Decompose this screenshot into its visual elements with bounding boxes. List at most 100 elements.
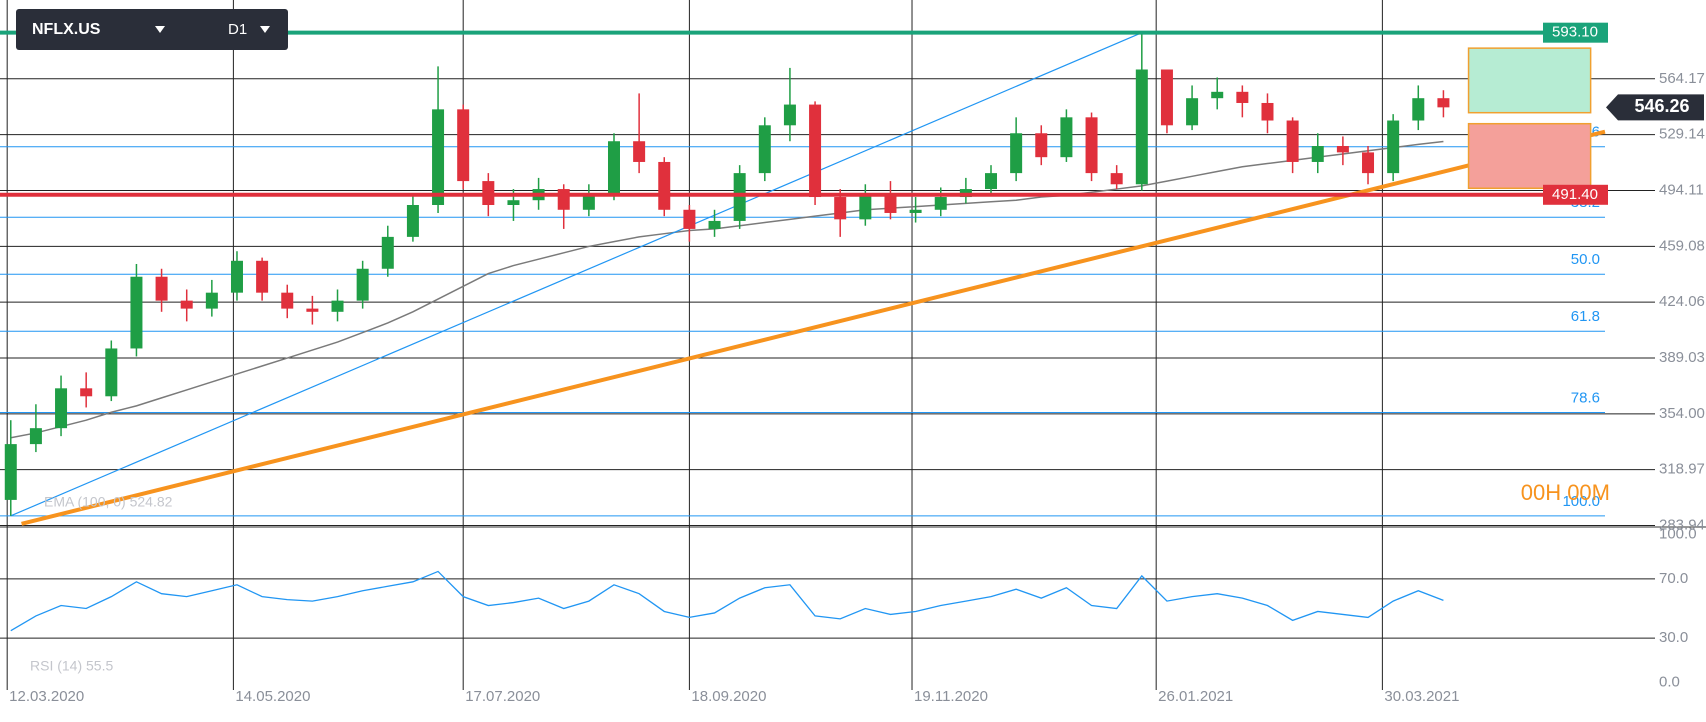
symbol-panel — [16, 9, 288, 50]
candle-body — [281, 292, 294, 309]
candle-body — [130, 276, 143, 349]
candle-body — [1336, 146, 1349, 153]
trendline — [10, 32, 1143, 517]
candle-body — [507, 200, 520, 205]
candle-body — [406, 204, 419, 237]
candle-body — [205, 292, 218, 309]
x-tick-label: 17.07.2020 — [465, 688, 540, 705]
candle-body — [1186, 98, 1199, 126]
x-tick-label: 30.03.2021 — [1384, 688, 1459, 705]
candle-body — [256, 260, 269, 293]
candle-body — [1311, 146, 1324, 162]
candle-body — [683, 209, 696, 229]
fib-label: 61.8 — [1571, 308, 1600, 325]
candle-body — [633, 141, 646, 162]
candle-body — [1437, 98, 1450, 108]
candle-body — [230, 260, 243, 293]
rsi-tick-label: 70.0 — [1659, 570, 1688, 587]
zone-box — [1467, 47, 1592, 114]
level-badge — [1543, 184, 1608, 205]
candle-body — [708, 220, 721, 229]
candle-body — [582, 193, 595, 210]
y-tick-label: 354.00 — [1659, 405, 1705, 422]
candle-body — [1110, 173, 1123, 185]
ema-line — [10, 140, 1444, 439]
candle-body — [180, 300, 193, 309]
x-tick-label: 26.01.2021 — [1158, 688, 1233, 705]
rsi-legend: RSI (14) 55.5 — [30, 658, 113, 674]
candle-body — [1261, 102, 1274, 121]
level-label: 491.40 — [1552, 186, 1598, 203]
candle-body — [4, 444, 17, 500]
candle-body — [607, 141, 620, 194]
candle-body — [1387, 120, 1400, 174]
candle-body — [783, 104, 796, 126]
candle-body — [29, 428, 42, 445]
candle-body — [884, 193, 897, 213]
rsi-line — [10, 570, 1444, 632]
timeframe: D1 — [228, 21, 247, 38]
rsi-tick-label: 0.0 — [1659, 674, 1680, 691]
candle-body — [105, 348, 118, 397]
symbol: NFLX.US — [32, 21, 101, 38]
y-tick-label: 424.06 — [1659, 293, 1705, 310]
level-badge — [1543, 22, 1608, 43]
candle-body — [331, 300, 344, 312]
candle-body — [356, 268, 369, 301]
x-tick-label: 19.11.2020 — [914, 688, 988, 705]
candle-body — [1211, 91, 1224, 99]
x-tick-label: 12.03.2020 — [9, 688, 84, 705]
candle-body — [1286, 120, 1299, 162]
x-tick-label: 18.09.2020 — [691, 688, 766, 705]
x-tick-label: 14.05.2020 — [235, 688, 310, 705]
symbol-dropdown — [155, 26, 165, 33]
rsi-tick-label: 100.0 — [1659, 525, 1697, 542]
candle-body — [306, 308, 319, 312]
candle-body — [1135, 69, 1148, 185]
last-price-badge — [1606, 94, 1704, 121]
candle-body — [155, 276, 168, 301]
candle-body — [1035, 133, 1048, 158]
ema-legend: EMA (100, 0) 524.82 — [44, 494, 173, 510]
candle-body — [909, 209, 922, 213]
level-label: 593.10 — [1552, 24, 1598, 41]
candle-body — [457, 109, 470, 182]
candle-body — [1236, 91, 1249, 103]
y-tick-label: 529.14 — [1659, 126, 1705, 143]
candle-body — [557, 189, 570, 210]
candle-body — [658, 161, 671, 210]
candle-body — [1060, 117, 1073, 158]
candle-body — [432, 109, 445, 205]
candle-body — [758, 125, 771, 174]
y-tick-label: 283.94 — [1659, 516, 1705, 533]
fib-label: 50.0 — [1571, 251, 1600, 268]
timeframe-dropdown — [260, 26, 270, 33]
candle-body — [1085, 117, 1098, 174]
candle-body — [1160, 69, 1173, 126]
last-price-label: 546.26 — [1634, 96, 1689, 116]
y-tick-label: 389.03 — [1659, 349, 1705, 366]
candle-body — [834, 197, 847, 220]
candle-body — [985, 173, 998, 190]
candle-body — [55, 388, 68, 429]
candle-body — [1412, 98, 1425, 121]
fib-label: 78.6 — [1571, 389, 1600, 406]
fib-label: 100.0 — [1562, 493, 1600, 510]
candle-body — [1010, 133, 1023, 174]
y-tick-label: 564.17 — [1659, 70, 1705, 87]
rsi-tick-label: 30.0 — [1659, 629, 1688, 646]
candle-body — [859, 193, 872, 220]
y-tick-label: 459.08 — [1659, 237, 1705, 254]
countdown: 00H 00M — [1521, 480, 1610, 505]
y-tick-label: 318.97 — [1659, 461, 1705, 478]
candle-body — [733, 173, 746, 221]
candle-body — [381, 236, 394, 269]
candle-body — [809, 104, 822, 198]
trendline — [21, 129, 1606, 526]
y-tick-label: 494.11 — [1659, 181, 1704, 198]
zone-box — [1467, 122, 1592, 190]
candle-body — [80, 388, 93, 397]
candle-body — [1362, 152, 1375, 174]
